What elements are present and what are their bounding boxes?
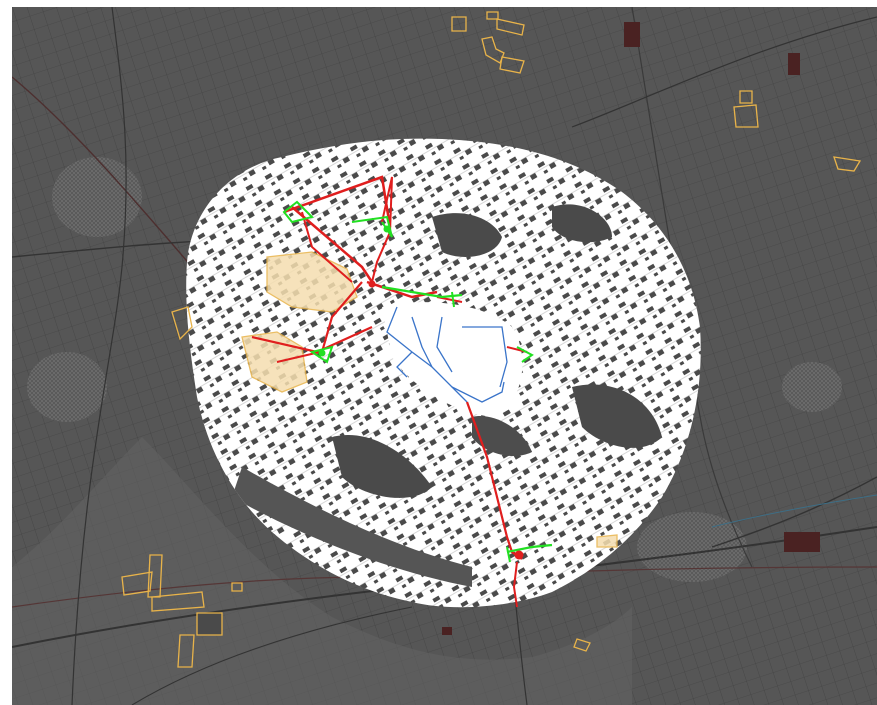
town-northwest [52,157,142,237]
protected-area-southwest-3 [151,591,205,612]
protected-area-south [573,638,591,652]
zone-dark-patch-5 [472,416,532,457]
road-east-teal [711,494,877,528]
line-green-east [516,346,534,363]
substation-south[interactable] [514,550,524,560]
protected-area-north-4 [481,36,505,64]
protected-area-southwest-6 [231,582,243,592]
line-red-south-tail [512,561,518,608]
road-north [71,7,127,705]
zone-dark-patch-1 [432,213,502,257]
pipeline-network-layer [386,306,508,403]
town-west [27,352,107,422]
pipeline-branch-2 [436,316,453,373]
town-east [782,362,842,412]
protected-area-northeast-2 [733,104,759,128]
protected-area-southwest-1 [121,571,153,596]
line-green-south-2 [506,546,511,563]
industrial-parcels-layer [442,22,820,635]
substation-north[interactable] [383,225,391,233]
industrial-parcel-north [624,22,640,47]
industrial-parcel-northeast [788,53,800,75]
line-red-north-2 [291,206,374,283]
road-east [711,476,877,548]
industrial-parcel-south [442,627,452,635]
substation-west[interactable] [318,349,326,357]
grey-lowland-zone [12,437,632,705]
map-canvas[interactable] [12,7,877,705]
protected-area-north-3 [496,18,525,36]
protected-area-northeast-1 [739,90,753,104]
protected-area-west-edge [171,306,193,341]
line-red-north-1 [283,175,392,228]
protected-area-north-5 [499,56,525,74]
pipeline-main [386,306,468,403]
protected-area-south-town [596,534,618,548]
line-green-northwest [282,200,314,224]
road-northwest [12,76,193,268]
protected-area-southwest-5 [177,634,195,668]
substation-center[interactable] [368,280,376,288]
line-red-north-3 [301,211,353,283]
zone-dark-patch-3 [332,435,432,498]
protected-area-east [833,156,862,172]
transmission-network-layer [251,175,553,608]
zone-dark-patch-4 [552,204,612,243]
protected-area-southwest-4 [196,612,223,636]
line-green-south [506,543,553,554]
pipeline-branch-1 [411,316,433,368]
line-green-center-2 [451,291,455,308]
town-southeast [637,512,747,582]
industrial-parcel-southeast [784,532,820,552]
road-southwest [131,606,413,705]
pipeline-branch-5 [396,351,413,378]
zone-dark-patch-2 [572,384,662,448]
pipeline-branch-3 [462,326,508,388]
pipeline-branch-4 [451,381,505,403]
zone-dark-band [232,467,472,587]
protected-area-north-1 [451,16,467,32]
road-northeast [571,16,877,128]
protected-area-southwest-2 [147,554,163,598]
line-red-center-2 [320,281,363,353]
